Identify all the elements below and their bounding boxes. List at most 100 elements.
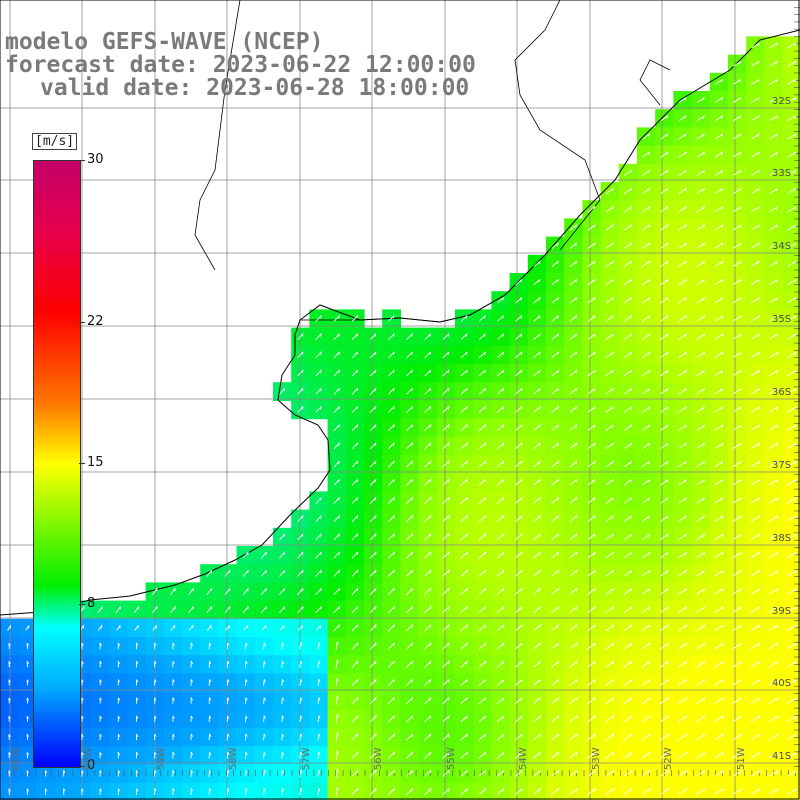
wind-arrow-head — [154, 733, 157, 737]
wind-arrow-head — [538, 260, 541, 265]
wind-arrow-head — [775, 424, 779, 428]
wind-arrow — [478, 533, 487, 541]
wind-arrow-head — [757, 661, 761, 665]
wind-arrow-head — [429, 606, 432, 610]
wind-arrow — [786, 788, 797, 795]
wind-arrow — [299, 642, 302, 650]
wind-arrow-head — [520, 478, 523, 483]
wind-arrow-head — [593, 242, 596, 246]
wind-arrow-head — [393, 642, 395, 646]
wind-arrow-head — [411, 660, 414, 665]
wind-arrow-head — [429, 333, 432, 337]
wind-arrow — [696, 660, 706, 668]
wind-arrow — [769, 206, 778, 213]
wind-arrow-head — [520, 424, 523, 428]
wind-arrow — [569, 533, 578, 541]
wind-arrow-head — [465, 388, 468, 392]
wind-arrow — [299, 660, 302, 668]
wind-arrow-head — [356, 442, 359, 446]
wind-arrow-head — [776, 733, 779, 738]
wind-arrow — [514, 478, 523, 486]
wind-arrow-head — [502, 369, 505, 374]
wind-arrow-head — [465, 351, 468, 355]
wind-arrow — [660, 497, 669, 504]
wind-arrow-head — [666, 333, 669, 337]
wind-arrow — [299, 679, 302, 686]
wind-arrow-head — [648, 642, 651, 646]
wind-arrow-head — [630, 733, 633, 737]
wind-arrow-head — [447, 733, 450, 737]
wind-arrow — [388, 315, 395, 322]
wind-arrow-head — [721, 333, 724, 337]
wind-arrow — [569, 551, 578, 559]
wind-arrow-head — [611, 242, 614, 246]
wind-arrow-head — [539, 715, 541, 719]
wind-arrow — [460, 351, 468, 359]
longitude-label: 52W — [663, 747, 674, 770]
wind-arrow-head — [539, 533, 541, 537]
wind-arrow-head — [283, 533, 286, 537]
wind-arrow — [460, 751, 468, 759]
wind-arrow — [551, 697, 560, 705]
wind-arrow-head — [520, 642, 523, 646]
wind-arrow — [460, 387, 468, 395]
wind-arrow — [242, 551, 249, 559]
wind-arrow-head — [793, 224, 797, 228]
wind-arrow-head — [648, 515, 651, 519]
wind-arrow — [768, 661, 779, 668]
wind-arrow — [605, 315, 614, 322]
wind-arrow — [569, 569, 578, 577]
wind-arrow — [551, 606, 560, 614]
latitude-label: 36S — [772, 387, 792, 398]
wind-arrow-head — [356, 533, 359, 537]
wind-arrow-head — [429, 442, 432, 446]
wind-arrow-head — [227, 697, 230, 701]
wind-arrow-head — [685, 715, 688, 719]
wind-arrow-head — [757, 515, 760, 519]
wind-arrow — [605, 369, 614, 377]
wind-arrow — [659, 733, 669, 741]
wind-arrow — [442, 442, 450, 450]
wind-arrow-head — [8, 788, 11, 792]
wind-arrow-head — [757, 351, 760, 356]
wind-arrow — [405, 788, 414, 796]
wind-arrow — [605, 260, 614, 268]
wind-arrow-head — [502, 733, 505, 737]
wind-arrow — [514, 460, 523, 468]
wind-arrow — [263, 679, 265, 686]
wind-arrow-head — [757, 297, 760, 301]
wind-arrow — [732, 206, 742, 213]
wind-arrow — [605, 479, 614, 486]
wind-arrow — [750, 588, 760, 595]
wind-arrow-head — [502, 588, 505, 592]
wind-arrow — [768, 570, 779, 577]
wind-arrow-head — [502, 478, 505, 483]
wind-arrow — [623, 351, 632, 359]
wind-arrow-head — [739, 406, 742, 410]
wind-arrow — [641, 733, 651, 741]
wind-arrow — [533, 460, 541, 468]
wind-arrow — [678, 588, 687, 595]
wind-arrow — [242, 588, 249, 595]
wind-arrow — [750, 460, 760, 468]
wind-arrow-head — [374, 351, 377, 355]
wind-arrow-head — [538, 479, 541, 483]
wind-arrow-head — [757, 442, 760, 447]
wind-arrow — [405, 624, 414, 632]
wind-arrow — [787, 188, 796, 194]
wind-arrow-head — [775, 315, 778, 319]
wind-arrow-head — [502, 752, 505, 756]
wind-arrow-head — [557, 642, 560, 646]
wind-arrow — [569, 242, 577, 249]
wind-arrow — [297, 369, 304, 377]
wind-arrow-head — [648, 624, 651, 628]
wind-arrow-head — [392, 369, 395, 374]
wind-arrow — [605, 297, 614, 304]
wind-arrow — [424, 715, 432, 723]
wind-arrow-head — [539, 697, 541, 701]
wind-arrow-head — [557, 479, 560, 483]
wind-arrow — [732, 460, 742, 468]
wind-arrow-head — [702, 224, 706, 228]
wind-arrow-head — [429, 369, 432, 374]
wind-arrow — [714, 388, 724, 395]
